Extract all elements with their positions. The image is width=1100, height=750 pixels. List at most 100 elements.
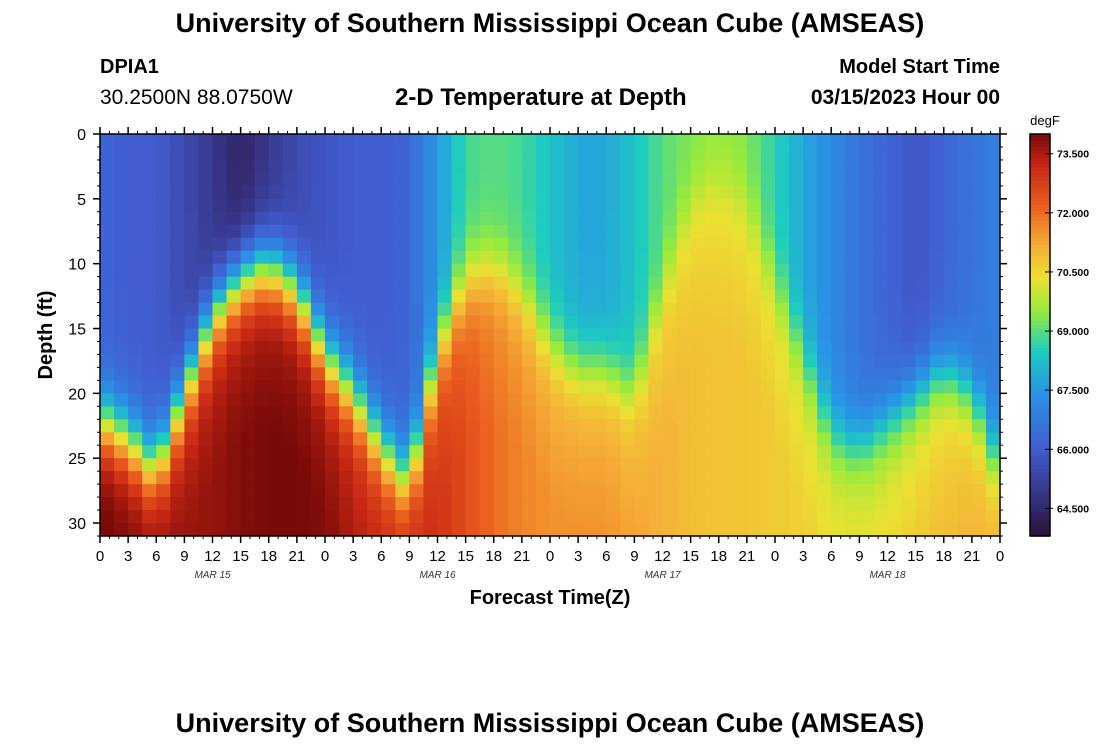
heatmap-cell xyxy=(381,458,396,472)
heatmap-cell xyxy=(310,289,326,304)
heatmap-cell xyxy=(142,250,157,265)
heatmap-cell xyxy=(156,263,171,278)
heatmap-cell xyxy=(985,406,1000,420)
heatmap-cell xyxy=(662,419,678,433)
heatmap-cell xyxy=(831,146,846,161)
heatmap-cell xyxy=(353,445,368,459)
heatmap-cell xyxy=(662,432,678,446)
heatmap-cell xyxy=(704,159,720,174)
heatmap-cell xyxy=(676,354,692,369)
colorbar-segment xyxy=(1030,475,1050,480)
heatmap-cell xyxy=(760,341,776,356)
colorbar-segment xyxy=(1030,385,1050,390)
heatmap-cell xyxy=(901,419,917,433)
heatmap-cell xyxy=(620,172,635,187)
heatmap-cell xyxy=(114,250,129,265)
heatmap-cell xyxy=(212,354,228,369)
heatmap-cell xyxy=(971,458,987,472)
heatmap-cell xyxy=(789,393,804,407)
heatmap-cell xyxy=(535,172,551,187)
heatmap-cell xyxy=(254,432,270,446)
heatmap-cell xyxy=(550,276,565,291)
heatmap-cell xyxy=(100,211,115,226)
heatmap-cell xyxy=(564,393,579,407)
heatmap-cell xyxy=(648,134,664,148)
colorbar-segment xyxy=(1030,398,1050,403)
heatmap-cell xyxy=(535,510,551,524)
heatmap-cell xyxy=(381,367,396,381)
heatmap-cell xyxy=(732,484,748,498)
heatmap-cell xyxy=(873,432,889,446)
heatmap-cell xyxy=(592,367,607,381)
heatmap-cell xyxy=(184,484,200,498)
heatmap-cell xyxy=(395,380,410,394)
heatmap-cell xyxy=(184,289,200,304)
heatmap-cell xyxy=(212,471,228,485)
heatmap-cell xyxy=(592,224,607,239)
heatmap-cell xyxy=(507,302,523,317)
heatmap-cell xyxy=(423,445,439,459)
heatmap-cell xyxy=(437,146,453,161)
heatmap-cell xyxy=(971,432,987,446)
heatmap-cell xyxy=(100,393,115,407)
colorbar-segment xyxy=(1030,180,1050,185)
colorbar-segment xyxy=(1030,465,1050,470)
heatmap-cell xyxy=(831,211,846,226)
heatmap-cell xyxy=(606,211,621,226)
heatmap-cell xyxy=(507,341,523,356)
colorbar-segment xyxy=(1030,472,1050,477)
heatmap-cell xyxy=(704,523,720,536)
heatmap-cell xyxy=(507,224,523,239)
heatmap-cell xyxy=(943,419,959,433)
colorbar-segment xyxy=(1030,388,1050,393)
heatmap-cell xyxy=(634,185,650,200)
colorbar-unit: degF xyxy=(1030,113,1060,128)
x-tick-label: 15 xyxy=(232,548,249,565)
heatmap-cell xyxy=(971,367,987,381)
heatmap-cell xyxy=(240,419,256,433)
heatmap-cell xyxy=(310,134,326,148)
x-tick-label: 18 xyxy=(935,548,952,565)
heatmap-cell xyxy=(128,432,143,446)
heatmap-cell xyxy=(760,497,776,511)
heatmap-cell xyxy=(732,445,748,459)
colorbar-segment xyxy=(1030,251,1050,256)
heatmap-cell xyxy=(156,484,171,498)
heatmap-cell xyxy=(775,172,790,187)
heatmap-cell xyxy=(606,172,621,187)
y-tick-label: 15 xyxy=(68,322,86,339)
heatmap-cell xyxy=(451,224,467,239)
heatmap-cell xyxy=(550,134,565,148)
heatmap-cell xyxy=(353,146,368,161)
heatmap-cell xyxy=(325,211,340,226)
colorbar-segment xyxy=(1030,445,1050,450)
heatmap-cell xyxy=(676,458,692,472)
heatmap-cell xyxy=(535,419,551,433)
heatmap-cell xyxy=(170,393,185,407)
x-tick-label: 15 xyxy=(907,548,924,565)
heatmap-cell xyxy=(353,458,368,472)
heatmap-cell xyxy=(325,432,340,446)
heatmap-cell xyxy=(564,289,579,304)
model-start-value: 03/15/2023 Hour 00 xyxy=(810,86,1000,109)
heatmap-cell xyxy=(564,497,579,511)
heatmap-cell xyxy=(170,237,185,252)
heatmap-cell xyxy=(789,497,804,511)
heatmap-cell xyxy=(985,445,1000,459)
heatmap-cell xyxy=(789,185,804,200)
heatmap-cell xyxy=(859,354,875,369)
heatmap-cell xyxy=(957,276,973,291)
heatmap-cell xyxy=(564,263,579,278)
heatmap-cell xyxy=(507,211,523,226)
heatmap-cell xyxy=(507,146,523,161)
heatmap-cell xyxy=(971,380,987,394)
heatmap-cell xyxy=(676,172,692,187)
heatmap-cell xyxy=(592,276,607,291)
heatmap-cell xyxy=(212,276,228,291)
heatmap-cell xyxy=(367,341,382,356)
heatmap-cell xyxy=(339,419,354,433)
heatmap-cell xyxy=(395,237,410,252)
heatmap-cell xyxy=(423,250,439,265)
heatmap-cell xyxy=(915,484,931,498)
y-tick-label: 10 xyxy=(68,257,86,274)
